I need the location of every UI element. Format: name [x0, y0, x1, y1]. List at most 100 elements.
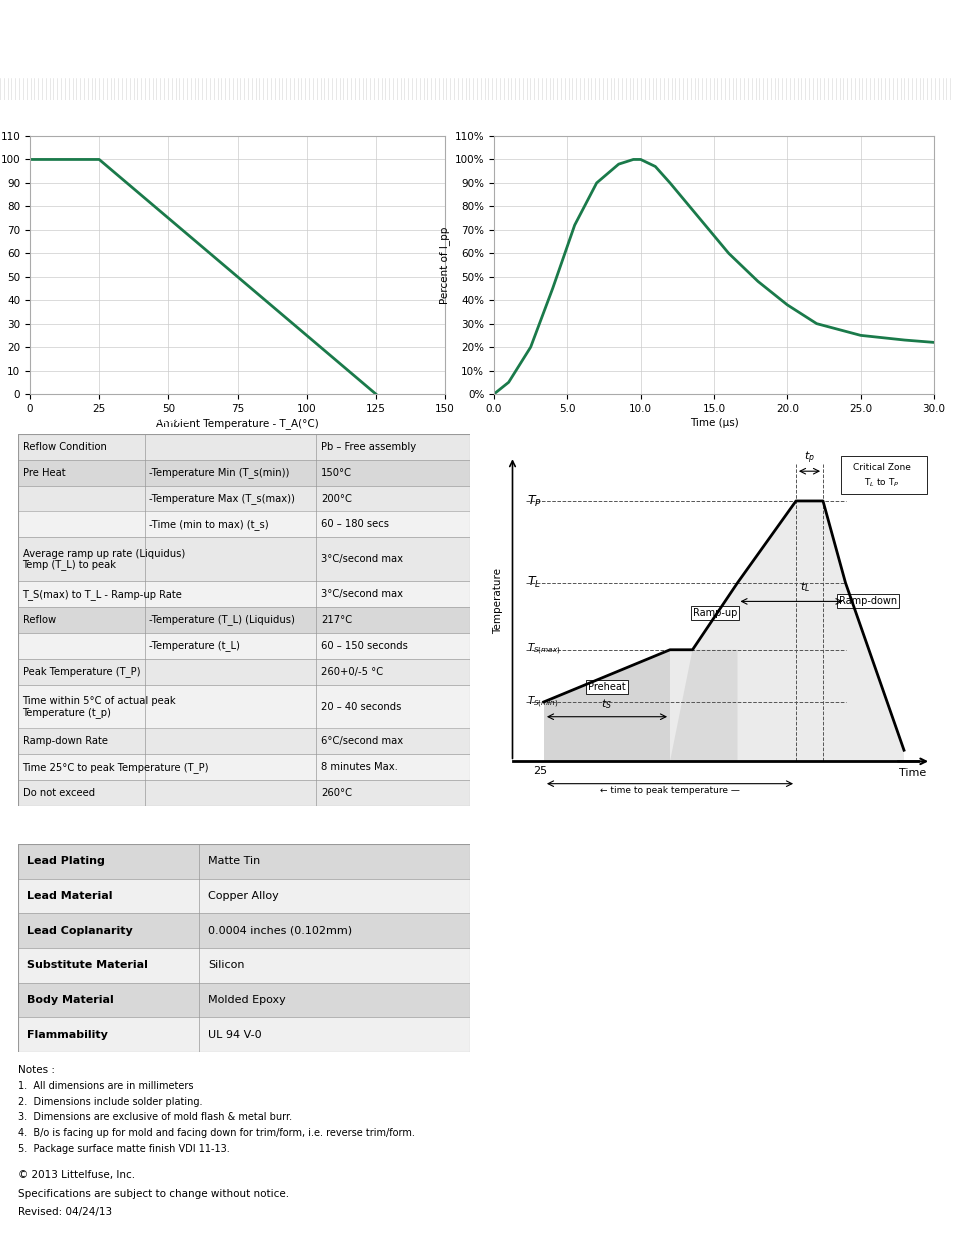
Text: 8 minutes Max.: 8 minutes Max. — [320, 762, 397, 772]
Text: Power Derating Curve: Power Derating Curve — [27, 112, 192, 126]
Bar — [18, 459, 470, 485]
Text: -Temperature (t_L): -Temperature (t_L) — [149, 641, 240, 651]
Bar — [18, 537, 470, 582]
Bar — [18, 781, 470, 806]
Text: $T_{S(min)}$: $T_{S(min)}$ — [526, 694, 558, 710]
Text: Lead Plating: Lead Plating — [27, 856, 105, 866]
Text: Time: Time — [899, 768, 925, 778]
Text: Lead Coplanarity: Lead Coplanarity — [27, 926, 132, 936]
Bar — [18, 878, 470, 914]
Text: Matte Tin: Matte Tin — [208, 856, 260, 866]
Text: Silicon: Silicon — [208, 961, 244, 971]
Polygon shape — [543, 650, 669, 761]
Text: Substitute Material: Substitute Material — [27, 961, 148, 971]
Text: 3°C/second max: 3°C/second max — [320, 555, 402, 564]
Text: Lead Material: Lead Material — [27, 890, 112, 902]
Y-axis label: Percent of I_pp: Percent of I_pp — [439, 226, 450, 304]
Text: ⚡: ⚡ — [681, 23, 699, 47]
Text: Pb – Free assembly: Pb – Free assembly — [320, 442, 416, 452]
Text: 5.  Package surface matte finish VDI 11-13.: 5. Package surface matte finish VDI 11-1… — [18, 1144, 230, 1155]
Text: General Purpose ESD Protection - SD05 Series: General Purpose ESD Protection - SD05 Se… — [38, 56, 357, 70]
Polygon shape — [543, 501, 903, 761]
Text: 150°C: 150°C — [320, 468, 352, 478]
Bar — [18, 608, 470, 632]
Text: Time within 5°C of actual peak: Time within 5°C of actual peak — [23, 695, 176, 706]
Bar — [18, 1018, 470, 1052]
Text: 0.0004 inches (0.102mm): 0.0004 inches (0.102mm) — [208, 926, 352, 936]
Text: Reflow: Reflow — [23, 615, 55, 625]
Text: 6°C/second max: 6°C/second max — [320, 736, 402, 746]
Text: Product Characteristics: Product Characteristics — [27, 823, 203, 836]
Text: 20 – 40 seconds: 20 – 40 seconds — [320, 701, 401, 711]
Text: $t_L$: $t_L$ — [799, 580, 809, 594]
Text: Molded Epoxy: Molded Epoxy — [208, 995, 285, 1005]
Bar — [18, 914, 470, 948]
Text: $t_p$: $t_p$ — [803, 450, 814, 466]
X-axis label: Time (μs): Time (μs) — [689, 417, 738, 427]
Text: -Time (min to max) (t_s): -Time (min to max) (t_s) — [149, 519, 269, 530]
Text: Ramp-up: Ramp-up — [692, 608, 737, 618]
Text: $T_P$: $T_P$ — [526, 494, 541, 509]
Text: Revised: 04/24/13: Revised: 04/24/13 — [18, 1208, 112, 1218]
Text: 25: 25 — [532, 766, 546, 776]
Text: Littelfuse®: Littelfuse® — [724, 22, 839, 40]
Text: Reflow Condition: Reflow Condition — [23, 442, 107, 452]
Text: -Temperature Min (T_s(min)): -Temperature Min (T_s(min)) — [149, 467, 289, 478]
Text: Ramp-down: Ramp-down — [838, 597, 896, 606]
Text: Flammability: Flammability — [27, 1030, 108, 1040]
Text: Specifications are subject to change without notice.: Specifications are subject to change wit… — [18, 1189, 289, 1199]
Text: Average ramp up rate (Liquidus): Average ramp up rate (Liquidus) — [23, 548, 185, 558]
Text: Ramp-down Rate: Ramp-down Rate — [23, 736, 108, 746]
Text: © 2013 Littelfuse, Inc.: © 2013 Littelfuse, Inc. — [18, 1170, 135, 1179]
Text: Critical Zone: Critical Zone — [852, 463, 909, 472]
Bar — [18, 948, 470, 983]
Text: Notes :: Notes : — [18, 1065, 55, 1074]
X-axis label: Ambient Temperature - T_A(°C): Ambient Temperature - T_A(°C) — [156, 417, 318, 429]
Text: $T_L$: $T_L$ — [526, 576, 540, 590]
Text: T_S(max) to T_L - Ramp-up Rate: T_S(max) to T_L - Ramp-up Rate — [23, 589, 182, 600]
Text: -Temperature (T_L) (Liquidus): -Temperature (T_L) (Liquidus) — [149, 615, 294, 625]
Text: Pre Heat: Pre Heat — [23, 468, 65, 478]
Bar — [18, 632, 470, 658]
Text: 260+0/-5 °C: 260+0/-5 °C — [320, 667, 382, 677]
Text: 3°C/second max: 3°C/second max — [320, 589, 402, 599]
Bar — [18, 983, 470, 1018]
Bar — [18, 844, 470, 878]
Bar — [18, 485, 470, 511]
Text: -Temperature Max (T_s(max)): -Temperature Max (T_s(max)) — [149, 493, 294, 504]
Text: Preheat: Preheat — [587, 682, 625, 692]
Text: $t_S$: $t_S$ — [600, 698, 612, 711]
Text: T$_L$ to T$_P$: T$_L$ to T$_P$ — [862, 477, 899, 489]
Text: Body Material: Body Material — [27, 995, 113, 1005]
Polygon shape — [669, 650, 737, 761]
Text: 217°C: 217°C — [320, 615, 352, 625]
Bar — [18, 755, 470, 781]
Text: Temperature: Temperature — [493, 568, 502, 635]
Text: Expertise Applied | Answers Delivered: Expertise Applied | Answers Delivered — [724, 58, 897, 68]
Text: Peak Temperature (T_P): Peak Temperature (T_P) — [23, 666, 140, 677]
Text: Do not exceed: Do not exceed — [23, 788, 94, 798]
Bar — [18, 729, 470, 755]
Text: TVS Diode Arrays: TVS Diode Arrays — [38, 22, 242, 42]
Text: Temp (T_L) to peak: Temp (T_L) to peak — [23, 559, 116, 571]
Text: $T_{S(max)}$: $T_{S(max)}$ — [526, 642, 560, 657]
Bar — [18, 684, 470, 729]
Text: 60 – 180 secs: 60 – 180 secs — [320, 520, 389, 530]
Text: Copper Alloy: Copper Alloy — [208, 890, 278, 902]
Text: 260°C: 260°C — [320, 788, 352, 798]
Text: UL 94 V-0: UL 94 V-0 — [208, 1030, 261, 1040]
Text: 1.  All dimensions are in millimeters: 1. All dimensions are in millimeters — [18, 1081, 193, 1091]
Text: 4.  B/o is facing up for mold and facing down for trim/form, i.e. reverse trim/f: 4. B/o is facing up for mold and facing … — [18, 1129, 415, 1139]
Text: Temperature (t_p): Temperature (t_p) — [23, 706, 112, 718]
Bar — [18, 582, 470, 608]
Bar — [18, 511, 470, 537]
Text: ← time to peak temperature —: ← time to peak temperature — — [599, 785, 740, 795]
Text: Pulse Waveform: Pulse Waveform — [502, 112, 624, 126]
Text: Soldering Parameters: Soldering Parameters — [27, 412, 191, 426]
Bar — [18, 658, 470, 684]
Text: Time 25°C to peak Temperature (T_P): Time 25°C to peak Temperature (T_P) — [23, 762, 209, 773]
Bar — [841, 456, 925, 494]
Text: 2.  Dimensions include solder plating.: 2. Dimensions include solder plating. — [18, 1097, 202, 1107]
Text: 60 – 150 seconds: 60 – 150 seconds — [320, 641, 407, 651]
Text: (SPA® Diodes): (SPA® Diodes) — [224, 22, 352, 40]
